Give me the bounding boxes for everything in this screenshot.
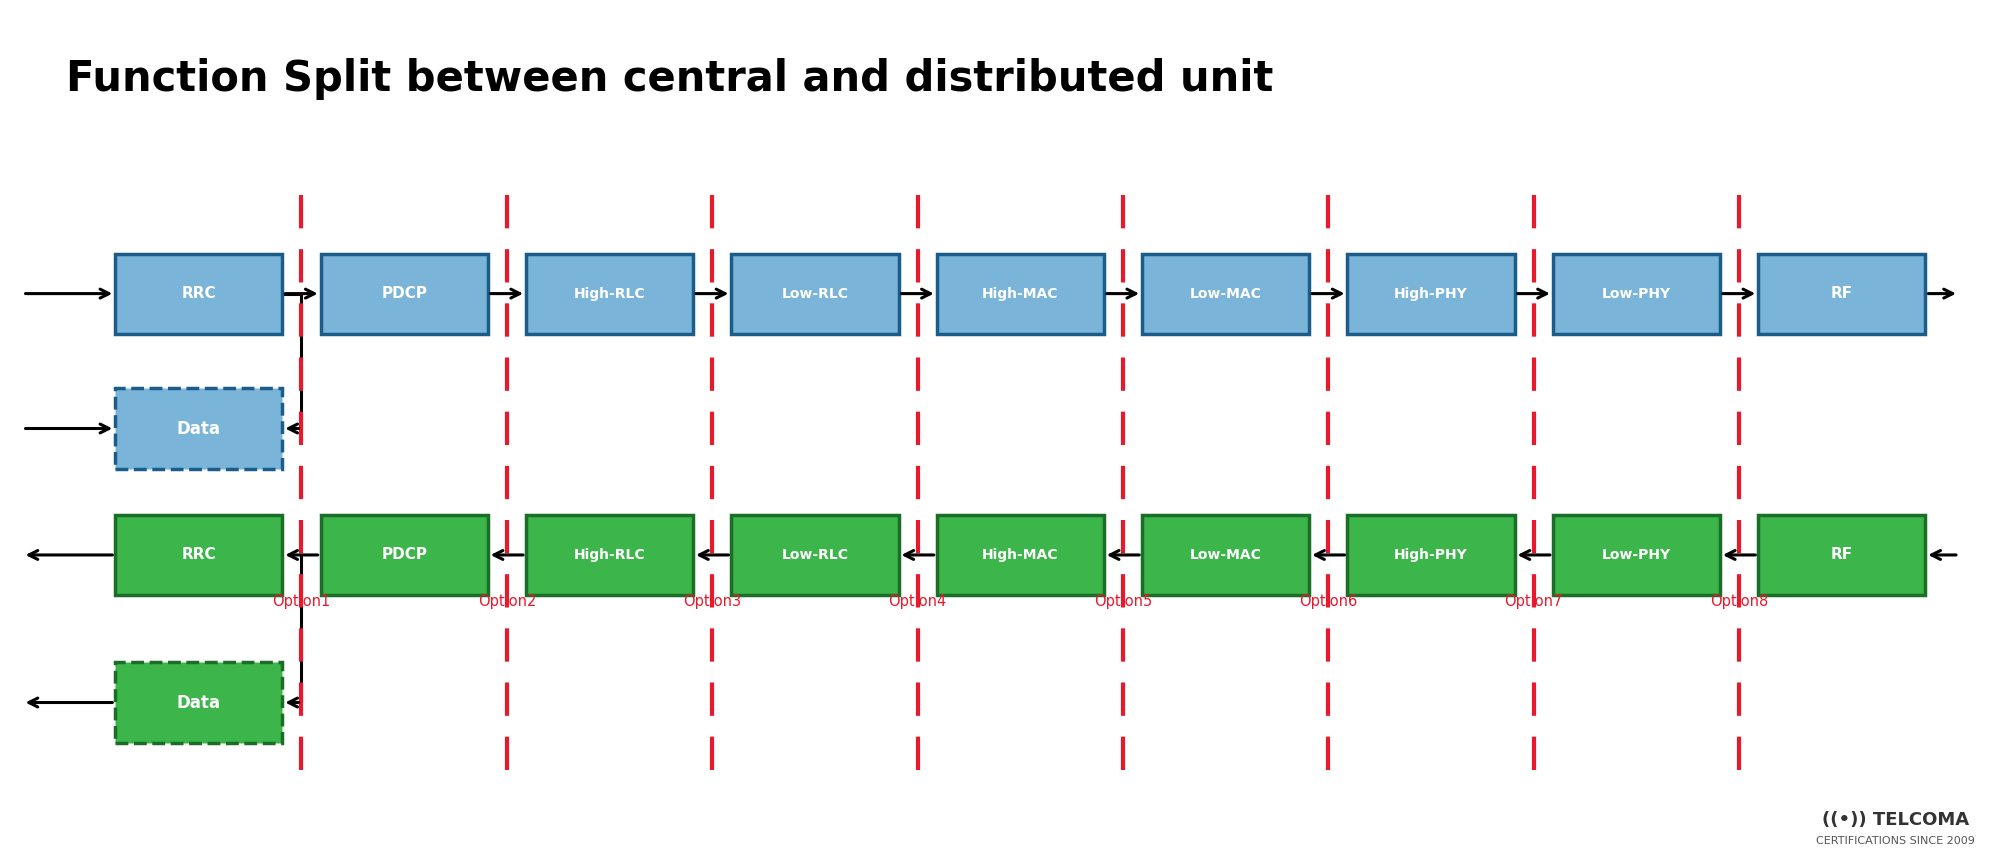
FancyBboxPatch shape [1552, 254, 1718, 333]
FancyBboxPatch shape [320, 254, 488, 333]
Text: Data: Data [176, 693, 220, 711]
Text: Low-MAC: Low-MAC [1189, 548, 1261, 562]
Text: Low-RLC: Low-RLC [781, 286, 847, 301]
Text: Option5: Option5 [1093, 594, 1151, 608]
FancyBboxPatch shape [116, 662, 282, 742]
Text: Low-RLC: Low-RLC [781, 548, 847, 562]
Text: RF: RF [1830, 548, 1852, 562]
FancyBboxPatch shape [116, 388, 282, 469]
Text: Option6: Option6 [1299, 594, 1357, 608]
Text: PDCP: PDCP [382, 286, 428, 301]
Text: High-RLC: High-RLC [573, 548, 645, 562]
FancyBboxPatch shape [116, 515, 282, 595]
Text: Option7: Option7 [1504, 594, 1562, 608]
Text: High-PHY: High-PHY [1393, 286, 1467, 301]
FancyBboxPatch shape [1347, 515, 1514, 595]
Text: Data: Data [176, 419, 220, 438]
FancyBboxPatch shape [1758, 254, 1924, 333]
Text: ((•)) TELCOMA: ((•)) TELCOMA [1822, 811, 1968, 829]
Text: High-PHY: High-PHY [1393, 548, 1467, 562]
Text: Function Split between central and distributed unit: Function Split between central and distr… [66, 57, 1273, 99]
Text: High-MAC: High-MAC [981, 286, 1059, 301]
FancyBboxPatch shape [731, 515, 897, 595]
FancyBboxPatch shape [320, 515, 488, 595]
Text: RRC: RRC [182, 286, 216, 301]
FancyBboxPatch shape [1141, 515, 1309, 595]
FancyBboxPatch shape [525, 254, 693, 333]
Text: High-RLC: High-RLC [573, 286, 645, 301]
Text: Low-PHY: Low-PHY [1600, 286, 1670, 301]
Text: CERTIFICATIONS SINCE 2009: CERTIFICATIONS SINCE 2009 [1816, 836, 1974, 846]
Text: Option2: Option2 [478, 594, 535, 608]
Text: Option8: Option8 [1708, 594, 1768, 608]
FancyBboxPatch shape [1347, 254, 1514, 333]
FancyBboxPatch shape [1552, 515, 1718, 595]
Text: RF: RF [1830, 286, 1852, 301]
Text: Low-MAC: Low-MAC [1189, 286, 1261, 301]
FancyBboxPatch shape [525, 515, 693, 595]
Text: Low-PHY: Low-PHY [1600, 548, 1670, 562]
FancyBboxPatch shape [937, 515, 1103, 595]
Text: Option1: Option1 [272, 594, 330, 608]
FancyBboxPatch shape [731, 254, 897, 333]
FancyBboxPatch shape [1141, 254, 1309, 333]
FancyBboxPatch shape [1758, 515, 1924, 595]
Text: High-MAC: High-MAC [981, 548, 1059, 562]
FancyBboxPatch shape [937, 254, 1103, 333]
Text: Option3: Option3 [683, 594, 741, 608]
Text: PDCP: PDCP [382, 548, 428, 562]
Text: RRC: RRC [182, 548, 216, 562]
Text: Option4: Option4 [887, 594, 947, 608]
FancyBboxPatch shape [116, 254, 282, 333]
